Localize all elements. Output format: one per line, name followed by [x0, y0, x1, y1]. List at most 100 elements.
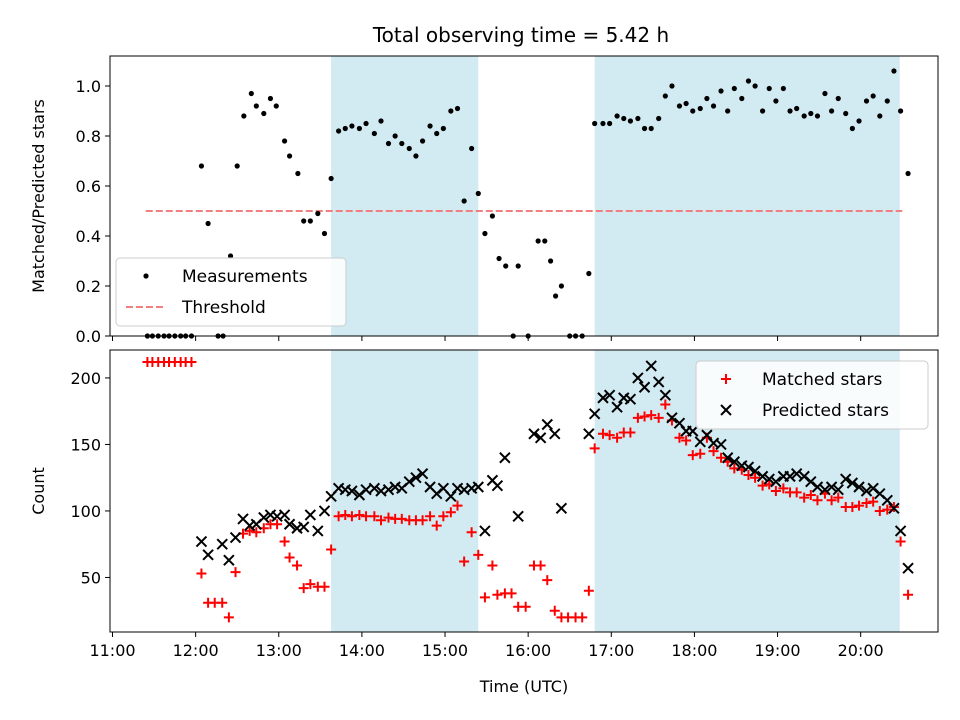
matched-stars-point-48 [466, 527, 477, 538]
legend-label-bottom-1: Predicted stars [762, 401, 889, 421]
predicted-stars-point-16 [312, 525, 324, 537]
measurements-point-81 [697, 105, 703, 112]
predicted-stars-point-8 [258, 511, 270, 524]
measurements-point-85 [725, 108, 731, 114]
matched-stars-point-68 [604, 430, 615, 441]
predicted-stars-point-46 [534, 432, 547, 444]
predicted-stars-point-45 [528, 428, 540, 440]
measurements-point-102 [843, 110, 849, 117]
legend-label-bottom-0: Matched stars [762, 370, 882, 390]
predicted-stars-point-73 [742, 461, 755, 473]
matched-stars-point-38 [396, 513, 407, 524]
measurements-point-103 [849, 125, 855, 132]
predicted-stars-point-80 [790, 468, 803, 480]
measurements-point-48 [469, 145, 475, 152]
matched-stars-point-29 [333, 511, 344, 522]
measurements-point-20 [273, 103, 279, 109]
predicted-stars-point-11 [278, 509, 291, 521]
legend-top: Measurements Threshold [115, 257, 347, 327]
predicted-stars-point-52 [597, 392, 609, 404]
matched-stars-point-101 [833, 492, 844, 503]
matched-stars-point-100 [826, 495, 837, 506]
x-tick-label-1: 12:00 [173, 641, 219, 660]
predicted-stars-point-26 [382, 483, 395, 496]
measurements-point-92 [773, 98, 779, 104]
predicted-stars-point-76 [763, 473, 775, 485]
measurements-point-78 [676, 103, 683, 109]
predicted-stars-point-65 [687, 425, 699, 437]
measurements-point-74 [648, 125, 654, 132]
matched-stars-point-12 [217, 597, 228, 608]
x-tick-label-6: 17:00 [588, 641, 634, 660]
measurements-point-82 [704, 95, 710, 102]
predicted-stars-point-74 [749, 465, 761, 477]
measurements-point-59 [548, 258, 554, 264]
matched-stars-point-105 [861, 497, 872, 508]
predicted-stars-point-39 [472, 481, 484, 493]
predicted-stars-point-0 [195, 535, 208, 548]
legend-box-top [115, 257, 347, 327]
predicted-stars-point-58 [638, 381, 651, 393]
predicted-stars-point-3 [223, 554, 235, 566]
x-tick-label-3: 14:00 [339, 641, 385, 660]
measurements-point-27 [321, 230, 328, 237]
matched-stars-point-92 [770, 486, 781, 496]
measurements-point-72 [635, 115, 641, 122]
predicted-stars-point-53 [603, 389, 616, 401]
predicted-stars-point-4 [229, 531, 242, 544]
predicted-stars-point-87 [840, 473, 852, 485]
matched-stars-point-50 [479, 592, 490, 603]
measurements-point-10 [205, 220, 211, 227]
predicted-stars-point-17 [318, 505, 331, 517]
matched-stars-point-60 [549, 605, 560, 616]
measurements-point-49 [475, 190, 481, 197]
measurements-point-53 [503, 263, 509, 269]
measurements-point-34 [371, 130, 377, 137]
measurements-point-31 [349, 123, 355, 129]
matched-stars-point-25 [305, 579, 316, 590]
measurements-point-91 [766, 85, 772, 92]
matched-stars-point-35 [376, 515, 387, 526]
x-axis-label: Time (UTC) [479, 677, 568, 696]
predicted-stars-point-94 [888, 502, 900, 514]
predicted-stars-point-85 [825, 481, 838, 493]
measurements-point-80 [690, 108, 696, 114]
predicted-stars-point-62 [666, 412, 678, 424]
measurements-point-107 [877, 113, 883, 119]
measurements-point-65 [586, 270, 592, 277]
measurements-point-86 [731, 85, 737, 92]
matched-stars-point-23 [292, 560, 303, 571]
y-tick-label-top-1: 0.2 [76, 277, 101, 296]
measurements-point-16 [248, 90, 254, 97]
matched-stars-point-80 [687, 450, 698, 461]
measurements-point-45 [448, 108, 454, 114]
chart-title: Total observing time = 5.42 h [372, 23, 669, 47]
predicted-stars-point-96 [902, 562, 914, 574]
matched-stars-point-107 [874, 505, 885, 516]
measurements-point-18 [261, 110, 267, 117]
measurements-point-100 [828, 108, 835, 114]
measurements-point-99 [822, 90, 828, 97]
predicted-stars-point-83 [811, 481, 824, 493]
measurements-point-106 [870, 93, 876, 99]
measurements-point-43 [434, 130, 440, 137]
top-panel: 0.0 0.2 0.4 0.6 0.8 1.0 Matched/Predicted star… [29, 55, 939, 346]
predicted-stars-point-21 [346, 485, 358, 497]
matched-stars-point-52 [492, 589, 503, 600]
predicted-stars-point-42 [491, 479, 504, 492]
measurements-point-13 [227, 253, 234, 259]
y-axis-label-bottom: Count [29, 467, 48, 515]
measurements-point-36 [385, 140, 392, 147]
matched-stars-point-104 [854, 500, 865, 511]
predicted-stars-point-75 [756, 470, 769, 483]
measurements-point-55 [515, 263, 521, 269]
measurements-point-14 [234, 163, 240, 169]
measurements-point-76 [662, 93, 668, 99]
predicted-stars-point-44 [512, 510, 524, 522]
predicted-stars-point-51 [588, 408, 601, 420]
measurements-point-24 [301, 218, 307, 224]
matched-stars-point-84 [716, 452, 727, 463]
legend-bottom: Matched stars Predicted stars [695, 360, 929, 430]
matched-stars-point-86 [729, 463, 740, 474]
y-tick-label-top-4: 0.8 [76, 127, 101, 146]
